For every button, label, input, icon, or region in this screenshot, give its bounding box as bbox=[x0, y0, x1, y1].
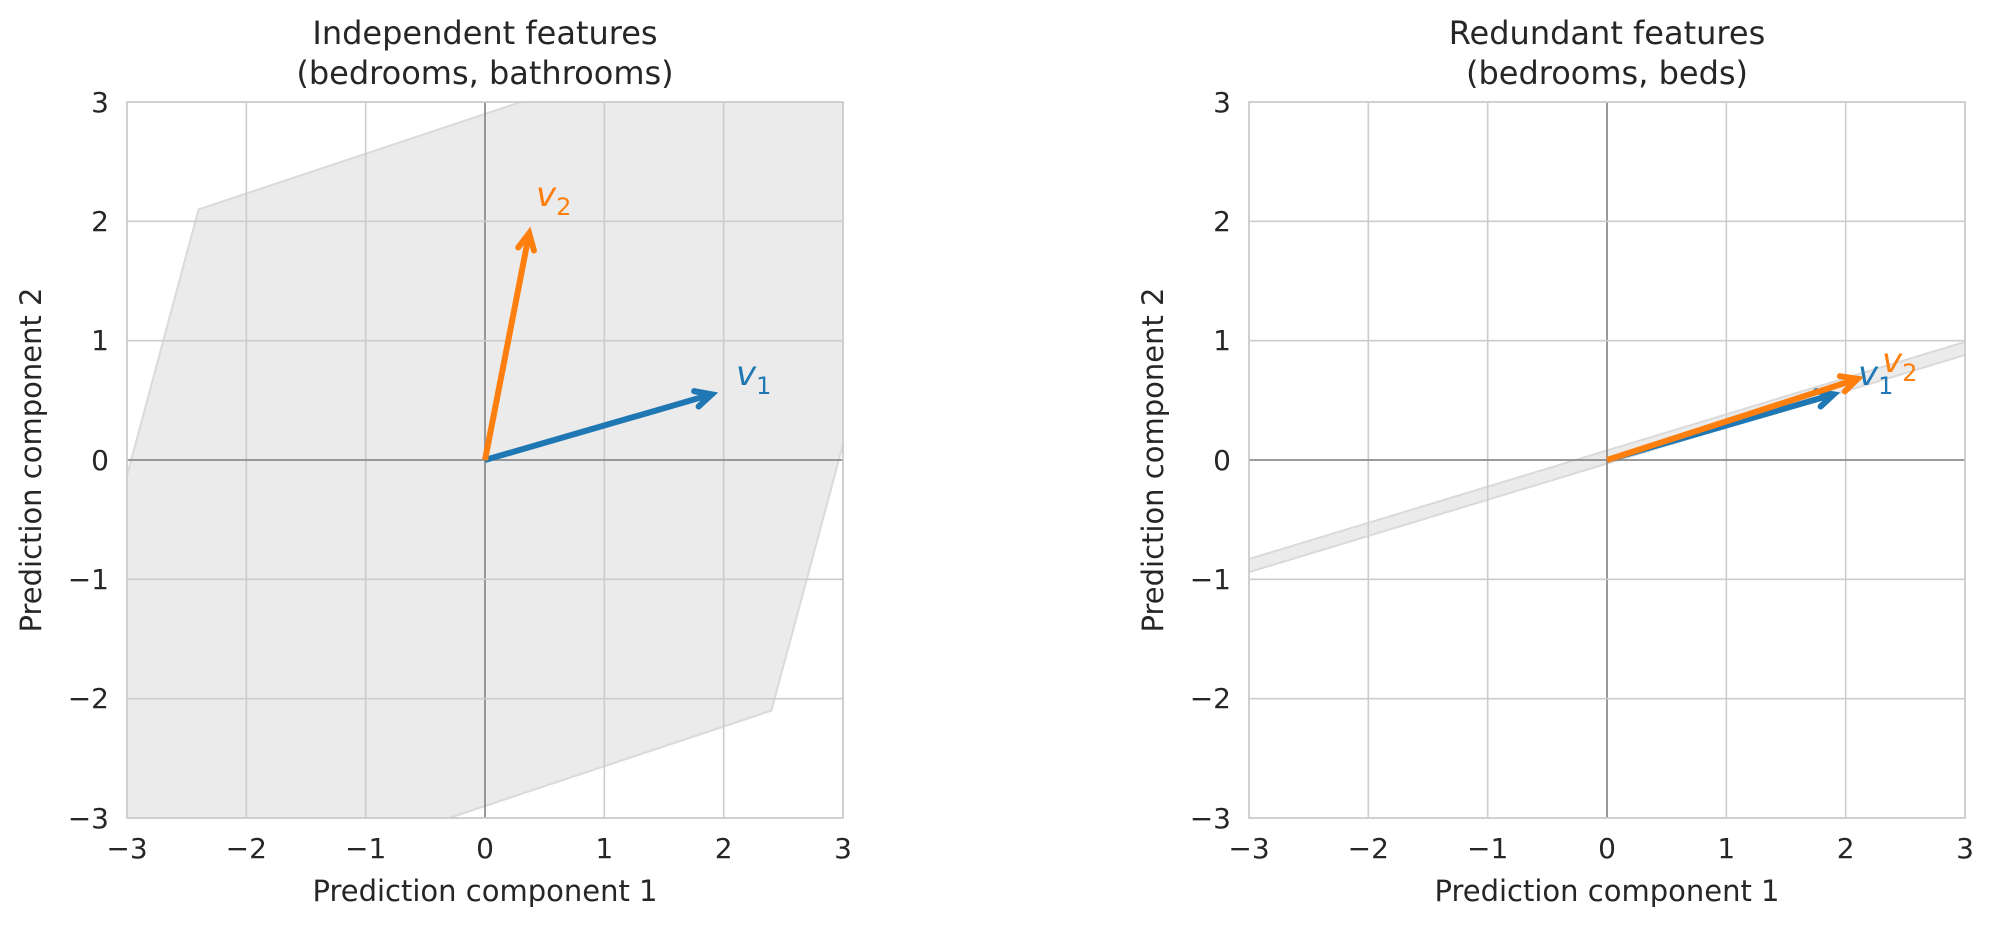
x-tick-label: 0 bbox=[1598, 832, 1616, 865]
chart-panel-independent: Independent features (bedrooms, bathroom… bbox=[14, 14, 852, 908]
y-axis-label: Prediction component 2 bbox=[1136, 287, 1170, 632]
x-tick-labels: −3 −2 −1 0 1 2 3 bbox=[106, 832, 852, 865]
y-tick-label: −2 bbox=[1190, 682, 1231, 715]
x-tick-label: −3 bbox=[1228, 832, 1269, 865]
vector-label-v1-name: v bbox=[736, 354, 757, 394]
x-tick-label: 3 bbox=[834, 832, 852, 865]
y-axis-label: Prediction component 2 bbox=[14, 287, 48, 632]
vector-label-v1: v1 bbox=[1858, 354, 1893, 400]
plot-frame bbox=[126, 101, 844, 819]
vector-label-v2-subscript: 2 bbox=[556, 193, 571, 221]
y-tick-label: 2 bbox=[1213, 205, 1231, 238]
x-tick-labels: −3 −2 −1 0 1 2 3 bbox=[1228, 832, 1974, 865]
y-tick-label: −1 bbox=[68, 563, 109, 596]
vector-label-v2: v2 bbox=[536, 175, 571, 221]
vector-label-v1-subscript: 1 bbox=[756, 372, 771, 400]
y-tick-label: −2 bbox=[68, 682, 109, 715]
y-tick-label: −3 bbox=[1190, 802, 1231, 835]
y-tick-label: 0 bbox=[91, 444, 109, 477]
vector-layer bbox=[482, 226, 719, 463]
chart-title-line-1: Independent features bbox=[312, 14, 657, 52]
y-tick-labels: 3 2 1 0 −1 −2 −3 bbox=[1190, 86, 1231, 835]
vector-v1-shaft bbox=[484, 392, 711, 463]
y-tick-label: −3 bbox=[68, 802, 109, 835]
chart-title-line-2: (bedrooms, beds) bbox=[1466, 54, 1748, 92]
y-tick-label: 3 bbox=[91, 86, 109, 119]
x-axis-label: Prediction component 1 bbox=[312, 874, 657, 908]
vector-v2-shaft bbox=[1606, 376, 1857, 463]
y-tick-label: 3 bbox=[1213, 86, 1231, 119]
vector-layer bbox=[1606, 373, 1864, 463]
y-tick-labels: 3 2 1 0 −1 −2 −3 bbox=[68, 86, 109, 835]
vector-label-v1-name: v bbox=[1858, 354, 1879, 394]
vector-v2-arrowhead bbox=[1836, 373, 1864, 395]
vector-label-v1-subscript: 1 bbox=[1878, 372, 1893, 400]
y-tick-label: 0 bbox=[1213, 444, 1231, 477]
x-axis-label: Prediction component 1 bbox=[1434, 874, 1779, 908]
vector-label-v2-name: v bbox=[1882, 341, 1903, 381]
y-tick-label: 1 bbox=[1213, 324, 1231, 357]
chart-title-line-1: Redundant features bbox=[1449, 14, 1765, 52]
x-tick-label: 0 bbox=[476, 832, 494, 865]
y-tick-label: 1 bbox=[91, 324, 109, 357]
x-tick-label: 1 bbox=[595, 832, 613, 865]
x-tick-label: −2 bbox=[1348, 832, 1389, 865]
chart-title-line-2: (bedrooms, bathrooms) bbox=[296, 54, 673, 92]
chart-panel-redundant: Redundant features (bedrooms, beds) −3 −… bbox=[1136, 14, 1974, 908]
x-tick-label: 2 bbox=[715, 832, 733, 865]
x-tick-label: −3 bbox=[106, 832, 147, 865]
y-tick-label: −1 bbox=[1190, 563, 1231, 596]
vector-v2-arrowhead bbox=[515, 226, 537, 254]
x-tick-label: 2 bbox=[1837, 832, 1855, 865]
vector-v1-arrowhead bbox=[691, 388, 719, 410]
x-tick-label: −1 bbox=[345, 832, 386, 865]
x-tick-label: 1 bbox=[1717, 832, 1735, 865]
y-tick-label: 2 bbox=[91, 205, 109, 238]
x-tick-label: 3 bbox=[1956, 832, 1974, 865]
vector-label-v2-name: v bbox=[536, 175, 557, 215]
x-tick-label: −2 bbox=[226, 832, 267, 865]
vector-label-v2-subscript: 2 bbox=[1902, 359, 1917, 387]
vector-label-v2: v2 bbox=[1882, 341, 1917, 387]
vector-label-v1: v1 bbox=[736, 354, 771, 400]
plot-frame bbox=[1248, 101, 1966, 819]
x-tick-label: −1 bbox=[1467, 832, 1508, 865]
vector-v2-shaft bbox=[482, 234, 532, 461]
